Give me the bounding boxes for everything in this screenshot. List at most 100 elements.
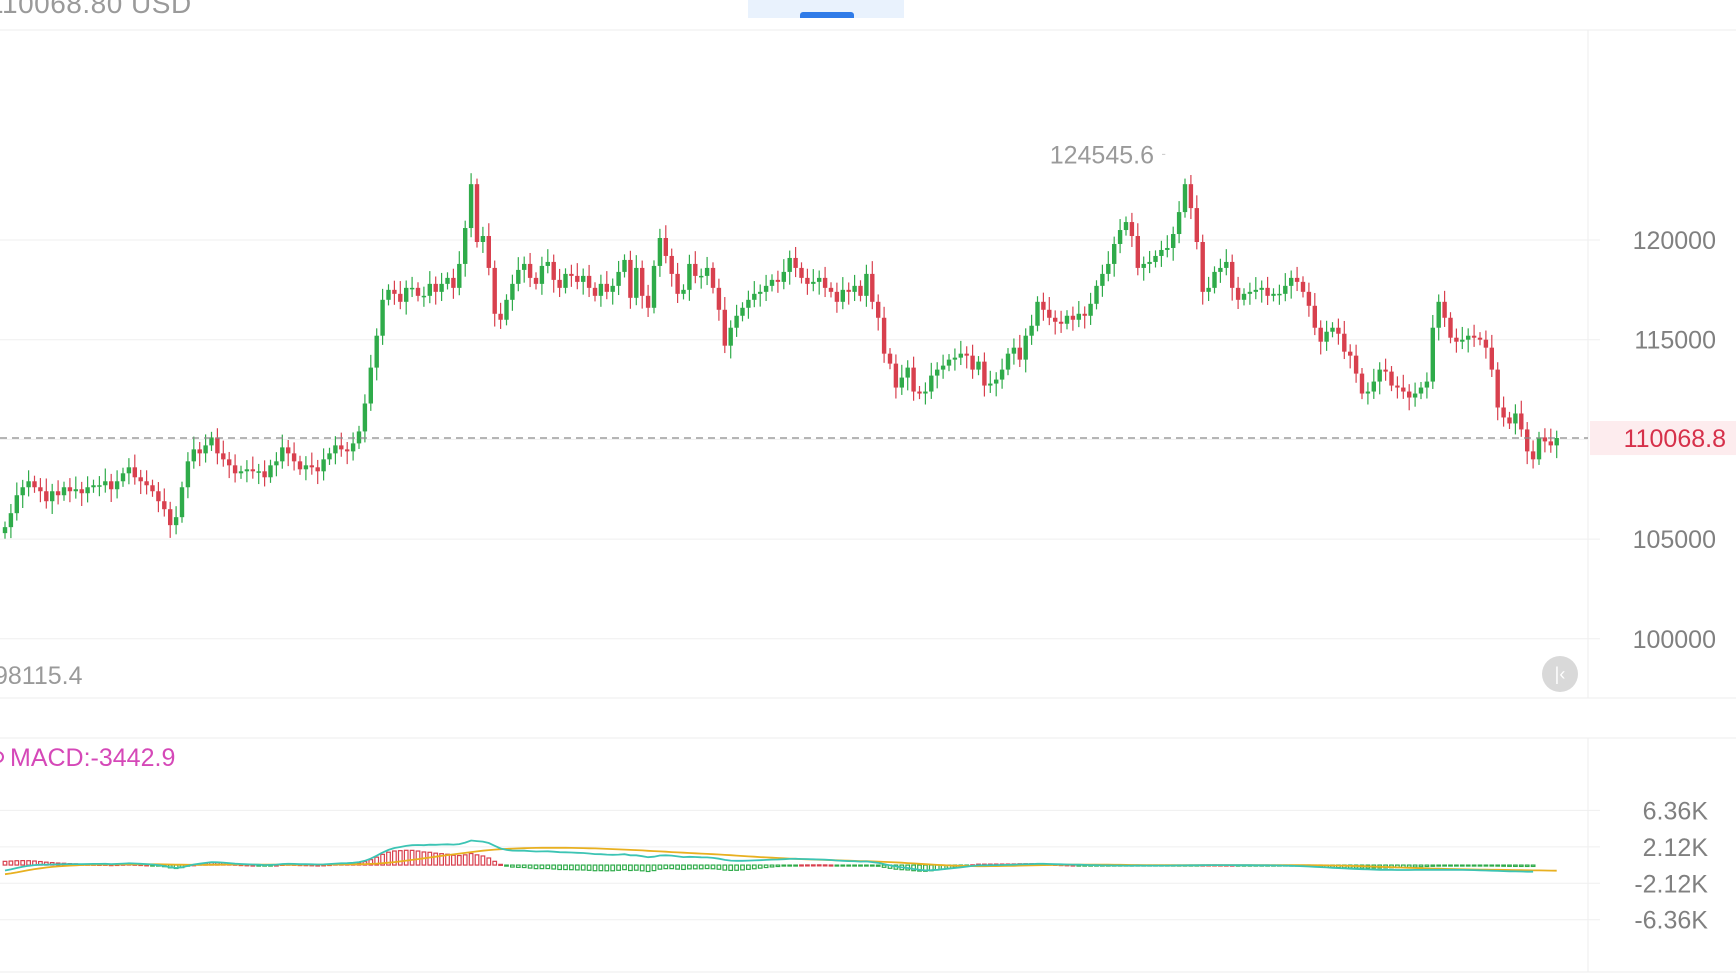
price-tick-label: 120000 <box>1633 227 1716 255</box>
candle-body <box>227 459 232 466</box>
candle-body <box>1389 371 1394 386</box>
candle-body <box>923 391 928 394</box>
candle-body <box>1123 222 1129 231</box>
candle-body <box>61 487 67 496</box>
candle-body <box>628 259 633 298</box>
top-tab-handle[interactable] <box>800 12 854 18</box>
macd-histogram-bar <box>374 856 380 866</box>
candle-body <box>929 375 934 392</box>
macd-histogram-bar <box>433 852 439 866</box>
candle-body <box>734 315 739 328</box>
candle-body <box>1064 315 1070 324</box>
candle-body <box>1200 241 1205 292</box>
candle-body <box>1477 337 1483 340</box>
candle-body <box>1359 373 1365 394</box>
candle-body <box>297 461 303 470</box>
candle-body <box>392 289 397 294</box>
macd-histogram-bar <box>392 850 397 866</box>
macd-layer <box>2 839 1557 876</box>
top-tab[interactable] <box>748 0 904 18</box>
candle-body <box>1448 317 1453 338</box>
candle-body <box>704 267 710 276</box>
candle-body <box>14 495 19 514</box>
candle-body <box>492 267 497 314</box>
macd-histogram-bar <box>610 864 616 872</box>
candle-body <box>1536 437 1542 460</box>
candle-body <box>1058 321 1064 324</box>
macd-histogram-bar <box>763 864 769 869</box>
candle-body <box>864 273 869 296</box>
candle-body <box>150 485 155 492</box>
macd-histogram-bar <box>539 864 545 870</box>
macd-histogram-bar <box>486 857 492 866</box>
reset-view-button[interactable]: |‹ <box>1542 656 1578 692</box>
macd-histogram-bar <box>751 864 757 870</box>
macd-histogram-bar <box>804 864 810 867</box>
macd-histogram-bar <box>403 849 409 866</box>
candle-body <box>787 257 792 272</box>
macd-histogram-bar <box>722 864 728 871</box>
macd-histogram-bar <box>675 864 680 870</box>
candle-body <box>563 273 568 288</box>
candle-body <box>881 317 887 354</box>
macd-histogram-bar <box>858 864 863 867</box>
candle-body <box>687 263 692 290</box>
macd-histogram-bar <box>551 864 557 870</box>
macd-histogram-bar <box>1501 864 1507 867</box>
candle-body <box>1318 327 1323 342</box>
candle-body <box>604 283 609 292</box>
macd-histogram-bar <box>781 864 787 867</box>
macd-histogram-bar <box>686 864 692 870</box>
candle-body <box>699 275 704 278</box>
candle-body <box>468 184 474 229</box>
macd-histogram-bar <box>1453 864 1459 867</box>
macd-histogram-bar <box>1483 864 1489 867</box>
macd-histogram-bar <box>1436 864 1442 867</box>
macd-histogram-bar <box>622 864 627 871</box>
candle-body <box>935 369 940 376</box>
candle-body <box>805 277 810 284</box>
candle-body <box>811 281 816 284</box>
candle-body <box>179 487 185 518</box>
macd-histogram-bar <box>1518 864 1524 868</box>
macd-histogram-bar <box>651 864 657 872</box>
macd-histogram-bar <box>863 864 869 867</box>
candle-body <box>970 355 975 370</box>
candle-body <box>1353 355 1359 374</box>
macd-histogram-bar <box>462 854 468 866</box>
candle-body <box>533 277 539 284</box>
macd-histogram-bar <box>557 864 562 871</box>
candle-body <box>1053 317 1058 322</box>
candle-body <box>50 491 55 502</box>
price-tick-label: 105000 <box>1633 526 1716 554</box>
candle-body <box>321 459 326 472</box>
macd-histogram-bar <box>799 864 804 867</box>
candle-body <box>1159 249 1164 256</box>
candle-body <box>451 277 456 288</box>
price-header: 110068.80 USD <box>0 0 192 19</box>
candle-layer <box>2 173 1559 539</box>
candle-body <box>1005 353 1011 370</box>
candle-body <box>799 267 804 278</box>
candle-body <box>858 285 863 296</box>
macd-histogram-bar <box>510 864 515 868</box>
candle-body <box>793 257 798 268</box>
macd-histogram-bar <box>757 864 763 869</box>
candle-body <box>38 487 43 492</box>
candle-body <box>32 481 37 488</box>
candle-body <box>846 289 851 292</box>
candle-body <box>1176 212 1182 235</box>
candle-body <box>8 513 14 528</box>
candle-body <box>1383 369 1388 372</box>
candle-body <box>722 309 727 346</box>
candle-body <box>168 509 173 526</box>
candle-body <box>20 487 25 496</box>
candle-body <box>905 367 910 378</box>
macd-marker-dot <box>0 751 4 763</box>
macd-histogram-bar <box>26 860 31 866</box>
candle-body <box>191 449 196 462</box>
macd-histogram-bar <box>563 864 568 871</box>
price-tick-label: 115000 <box>1634 327 1716 355</box>
